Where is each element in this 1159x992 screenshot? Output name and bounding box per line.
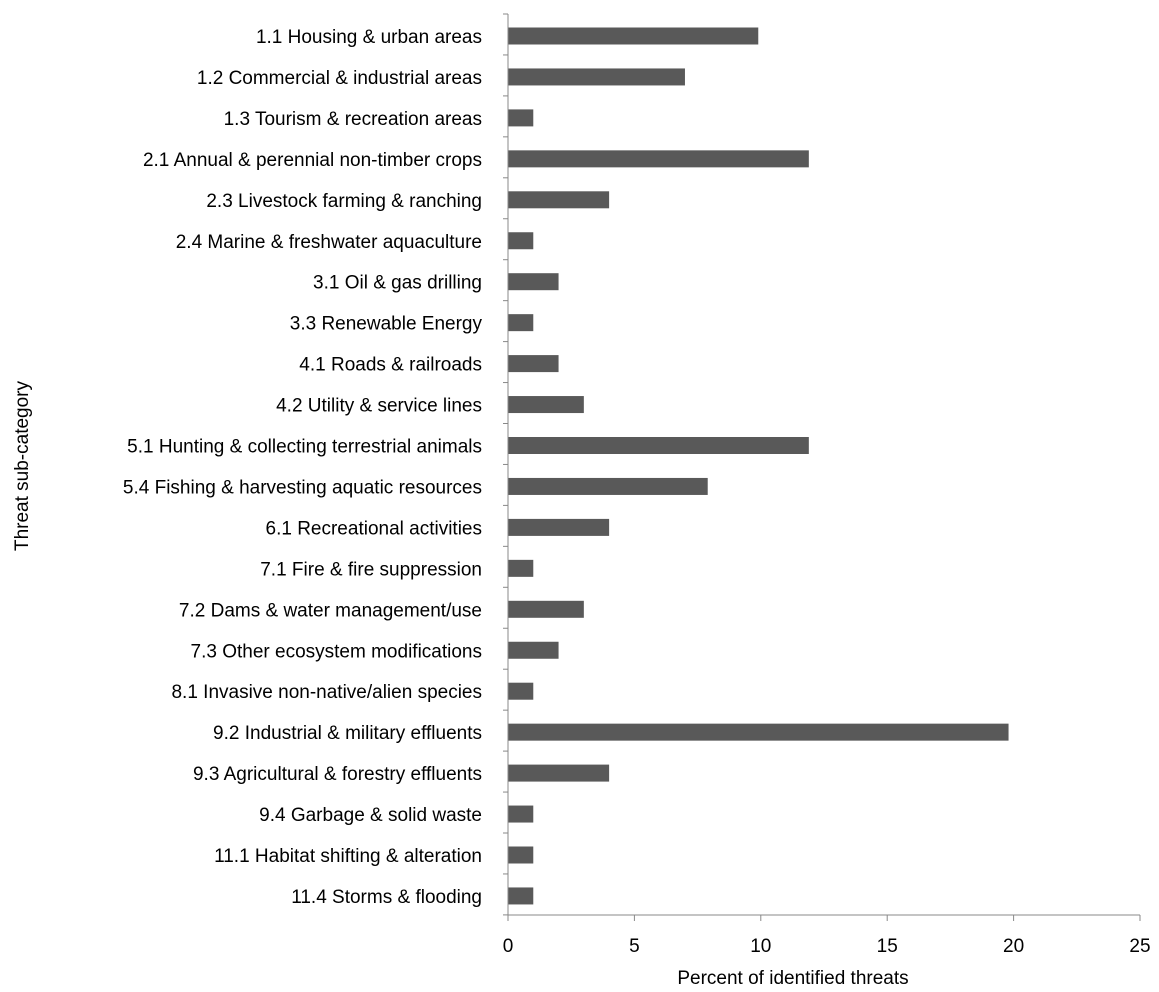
category-label: 6.1 Recreational activities — [266, 518, 483, 539]
category-label: 1.1 Housing & urban areas — [256, 27, 482, 48]
x-tick-label: 0 — [503, 936, 514, 957]
bar — [508, 682, 534, 700]
bar — [508, 764, 610, 782]
bar — [508, 477, 708, 495]
bar — [508, 232, 534, 250]
y-axis-title: Threat sub-category — [12, 380, 33, 551]
category-label: 9.4 Garbage & solid waste — [259, 805, 482, 826]
category-label: 4.2 Utility & service lines — [276, 396, 482, 417]
bar — [508, 150, 809, 168]
bars-layer — [508, 27, 1009, 905]
category-label: 11.4 Storms & flooding — [291, 887, 482, 908]
bar — [508, 437, 809, 454]
category-label: 7.1 Fire & fire suppression — [260, 559, 482, 580]
x-tick-label: 25 — [1129, 936, 1150, 957]
category-label: 3.3 Renewable Energy — [290, 314, 483, 335]
bar — [508, 191, 610, 209]
category-labels: 1.1 Housing & urban areas 1.2 Commercial … — [123, 27, 483, 908]
category-label: 1.3 Tourism & recreation areas — [224, 109, 482, 130]
bar — [508, 109, 534, 127]
bar — [508, 641, 559, 659]
bar — [508, 27, 759, 45]
bar — [508, 559, 534, 577]
bar — [508, 355, 559, 373]
bar — [508, 887, 534, 905]
category-label: 1.2 Commercial & industrial areas — [197, 68, 482, 89]
category-label: 3.1 Oil & gas drilling — [313, 273, 482, 294]
x-ticks: 0 5 10 15 20 25 — [503, 915, 1151, 957]
x-tick-label: 20 — [1003, 936, 1024, 957]
bar — [508, 396, 584, 414]
bar — [508, 68, 685, 86]
category-label: 8.1 Invasive non-native/alien species — [171, 682, 482, 703]
bar — [508, 518, 610, 536]
axis-layer — [503, 13, 1140, 916]
category-label: 5.4 Fishing & harvesting aquatic resourc… — [123, 477, 482, 498]
category-label: 2.3 Livestock farming & ranching — [206, 191, 482, 212]
category-label: 7.2 Dams & water management/use — [179, 600, 482, 621]
category-label: 2.4 Marine & freshwater aquaculture — [176, 232, 482, 253]
category-label: 7.3 Other ecosystem modifications — [191, 641, 482, 662]
bar — [508, 805, 534, 823]
bar — [508, 600, 584, 618]
category-label: 11.1 Habitat shifting & alteration — [214, 846, 482, 867]
x-axis-title: Percent of identified threats — [677, 968, 908, 989]
bar — [508, 314, 534, 332]
category-label: 9.3 Agricultural & forestry effluents — [193, 764, 482, 785]
category-label: 9.2 Industrial & military effluents — [213, 723, 482, 744]
x-tick-label: 5 — [629, 936, 640, 957]
category-label: 4.1 Roads & railroads — [299, 355, 482, 376]
x-tick-label: 10 — [750, 936, 771, 957]
x-tick-label: 15 — [877, 936, 898, 957]
bar — [508, 723, 1009, 741]
bar — [508, 273, 559, 291]
bar — [508, 846, 534, 864]
category-label: 5.1 Hunting & collecting terrestrial ani… — [127, 437, 482, 458]
category-label: 2.1 Annual & perennial non-timber crops — [143, 150, 482, 171]
